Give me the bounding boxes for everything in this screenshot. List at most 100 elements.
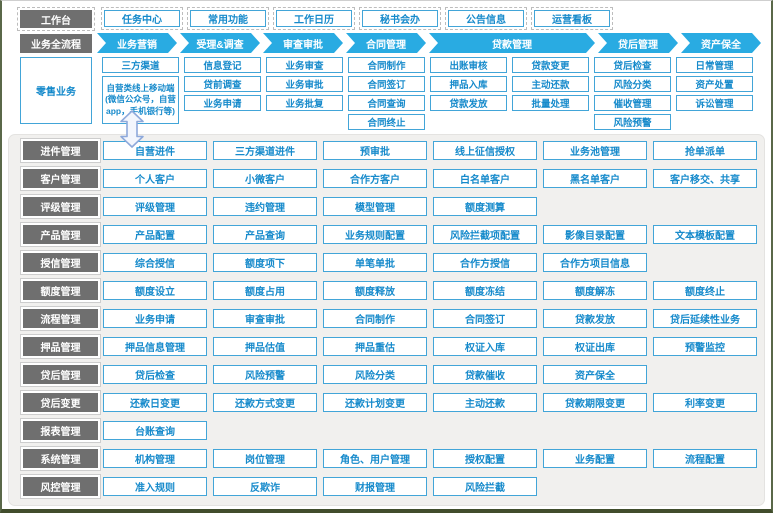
- module-item: 个人客户: [103, 169, 207, 188]
- module-item: 押品估值: [213, 337, 317, 356]
- module-items: 台账查询: [103, 421, 207, 440]
- workbench-item-label: 任务中心: [104, 10, 180, 27]
- module-item: 额度释放: [323, 281, 427, 300]
- module-item: 合作方授信: [433, 253, 537, 272]
- retail-item: 风险分类: [594, 76, 671, 92]
- module-item: 业务配置: [543, 449, 647, 468]
- retail-label: 零售业务: [20, 57, 92, 124]
- retail-item: 信息登记: [184, 57, 261, 73]
- module-label: 产品管理: [23, 225, 98, 244]
- retail-column: 贷后检查 风险分类 催收管理 风险预警: [594, 57, 671, 130]
- retail-item: 业务审批: [266, 76, 343, 92]
- workbench-item-label: 工作日历: [276, 10, 352, 27]
- retail-column: 合同制作 合同签订 合同查询 合同终止: [348, 57, 425, 130]
- module-item: 合同签订: [433, 309, 537, 328]
- module-item: 产品查询: [213, 225, 317, 244]
- module-label: 客户管理: [23, 169, 98, 188]
- module-item: 额度解冻: [543, 281, 647, 300]
- module-item: 黑名单客户: [543, 169, 647, 188]
- module-item: 额度测算: [433, 197, 537, 216]
- retail-item: 资产处置: [676, 76, 753, 92]
- module-item: 预警监控: [653, 337, 757, 356]
- process-step: 资产保全: [681, 33, 761, 53]
- retail-item: 贷款发放: [430, 95, 507, 111]
- module-label: 贷后变更: [23, 393, 98, 412]
- module-item: 自营进件: [103, 141, 207, 160]
- module-items: 评级管理 违约管理 模型管理 额度测算: [103, 197, 537, 216]
- module-row: 报表管理 台账查询: [23, 421, 764, 440]
- module-row: 进件管理 自营进件 三方渠道进件 预审批 线上征信授权 业务池管理 抢单派单: [23, 141, 764, 160]
- retail-section: 零售业务 三方渠道 自营类线上移动端(微信公众号，自营app，手机银行等) 信息登记…: [20, 57, 753, 130]
- module-item: 三方渠道进件: [213, 141, 317, 160]
- module-items: 产品配置 产品查询 业务规则配置 风险拦截项配置 影像目录配置 文本模板配置: [103, 225, 757, 244]
- module-label: 额度管理: [23, 281, 98, 300]
- retail-columns: 三方渠道 自营类线上移动端(微信公众号，自营app，手机银行等) 信息登记 贷前调查业…: [102, 57, 753, 130]
- module-item: 还款方式变更: [213, 393, 317, 412]
- retail-item: 合同签订: [348, 76, 425, 92]
- module-label: 贷后管理: [23, 365, 98, 384]
- module-items: 业务申请 审查审批 合同制作 合同签订 贷款发放 贷后延续性业务: [103, 309, 757, 328]
- retail-item: 日常管理: [676, 57, 753, 73]
- module-row: 押品管理 押品信息管理 押品估值 押品重估 权证入库 权证出库 预警监控: [23, 337, 764, 356]
- module-item: 押品信息管理: [103, 337, 207, 356]
- module-item: 风险拦截项配置: [433, 225, 537, 244]
- module-row: 流程管理 业务申请 审查审批 合同制作 合同签订 贷款发放 贷后延续性业务: [23, 309, 764, 328]
- module-item: 单笔单批: [323, 253, 427, 272]
- retail-item: 三方渠道: [102, 57, 179, 73]
- workbench-item: 任务中心: [101, 7, 183, 30]
- module-item: 合同制作: [323, 309, 427, 328]
- module-item: 合作方客户: [323, 169, 427, 188]
- module-item: 预审批: [323, 141, 427, 160]
- workbench-item-label: 秘书会办: [362, 10, 438, 27]
- module-item: 授权配置: [433, 449, 537, 468]
- module-item: 风险预警: [213, 365, 317, 384]
- retail-column: 信息登记 贷前调查 业务申请: [184, 57, 261, 130]
- process-step: 业务营销: [97, 33, 177, 53]
- module-item: 客户移交、共享: [653, 169, 757, 188]
- retail-column: 出账审核 押品入库 贷款发放: [430, 57, 507, 130]
- workbench-label-frame: 工作台: [17, 7, 95, 31]
- workbench-items: 任务中心 常用功能 工作日历 秘书会办 公告信息 运营看板: [101, 7, 613, 30]
- process-step: 审查审批: [263, 33, 343, 53]
- module-items: 额度设立 额度占用 额度释放 额度冻结 额度解冻 额度终止: [103, 281, 757, 300]
- module-item: 贷款期限变更: [543, 393, 647, 412]
- module-item: 小微客户: [213, 169, 317, 188]
- retail-item: 诉讼管理: [676, 95, 753, 111]
- module-item: 还款计划变更: [323, 393, 427, 412]
- module-items: 综合授信 额度项下 单笔单批 合作方授信 合作方项目信息: [103, 253, 647, 272]
- module-item: 抢单派单: [653, 141, 757, 160]
- module-row: 系统管理 机构管理 岗位管理 角色、用户管理 授权配置 业务配置 流程配置: [23, 449, 764, 468]
- process-step: 贷后管理: [598, 33, 678, 53]
- module-item: 贷后检查: [103, 365, 207, 384]
- module-row: 产品管理 产品配置 产品查询 业务规则配置 风险拦截项配置 影像目录配置 文本模板配置: [23, 225, 764, 244]
- retail-item: 风险预警: [594, 114, 671, 130]
- module-item: 合作方项目信息: [543, 253, 647, 272]
- module-item: 还款日变更: [103, 393, 207, 412]
- module-item: 反欺诈: [213, 477, 317, 496]
- module-item: 风险分类: [323, 365, 427, 384]
- module-item: 资产保全: [543, 365, 647, 384]
- module-item: 岗位管理: [213, 449, 317, 468]
- module-row: 贷后变更 还款日变更 还款方式变更 还款计划变更 主动还款 贷款期限变更 利率变更: [23, 393, 764, 412]
- workbench-item-label: 常用功能: [190, 10, 266, 27]
- module-item: 线上征信授权: [433, 141, 537, 160]
- process-steps: 业务营销 受理&调查 审查审批 合同管理 贷款管理 贷后管理 资产保全: [97, 33, 764, 53]
- retail-item: 贷后检查: [594, 57, 671, 73]
- module-item: 贷后延续性业务: [653, 309, 757, 328]
- process-step: 合同管理: [346, 33, 426, 53]
- module-items: 自营进件 三方渠道进件 预审批 线上征信授权 业务池管理 抢单派单: [103, 141, 757, 160]
- retail-item: 合同终止: [348, 114, 425, 130]
- module-row: 授信管理 综合授信 额度项下 单笔单批 合作方授信 合作方项目信息: [23, 253, 764, 272]
- workbench-row: 工作台 任务中心 常用功能 工作日历 秘书会办 公告信息 运营看板: [17, 7, 613, 31]
- retail-column: 日常管理资产处置诉讼管理: [676, 57, 753, 130]
- module-row: 贷后管理 贷后检查 风险预警 风险分类 贷款催收 资产保全: [23, 365, 764, 384]
- module-item: 主动还款: [433, 393, 537, 412]
- module-row: 额度管理 额度设立 额度占用 额度释放 额度冻结 额度解冻 额度终止: [23, 281, 764, 300]
- retail-item: 押品入库: [430, 76, 507, 92]
- module-item: 财报管理: [323, 477, 427, 496]
- module-item: 白名单客户: [433, 169, 537, 188]
- workbench-item: 工作日历: [273, 7, 355, 30]
- module-item: 模型管理: [323, 197, 427, 216]
- module-item: 准入规则: [103, 477, 207, 496]
